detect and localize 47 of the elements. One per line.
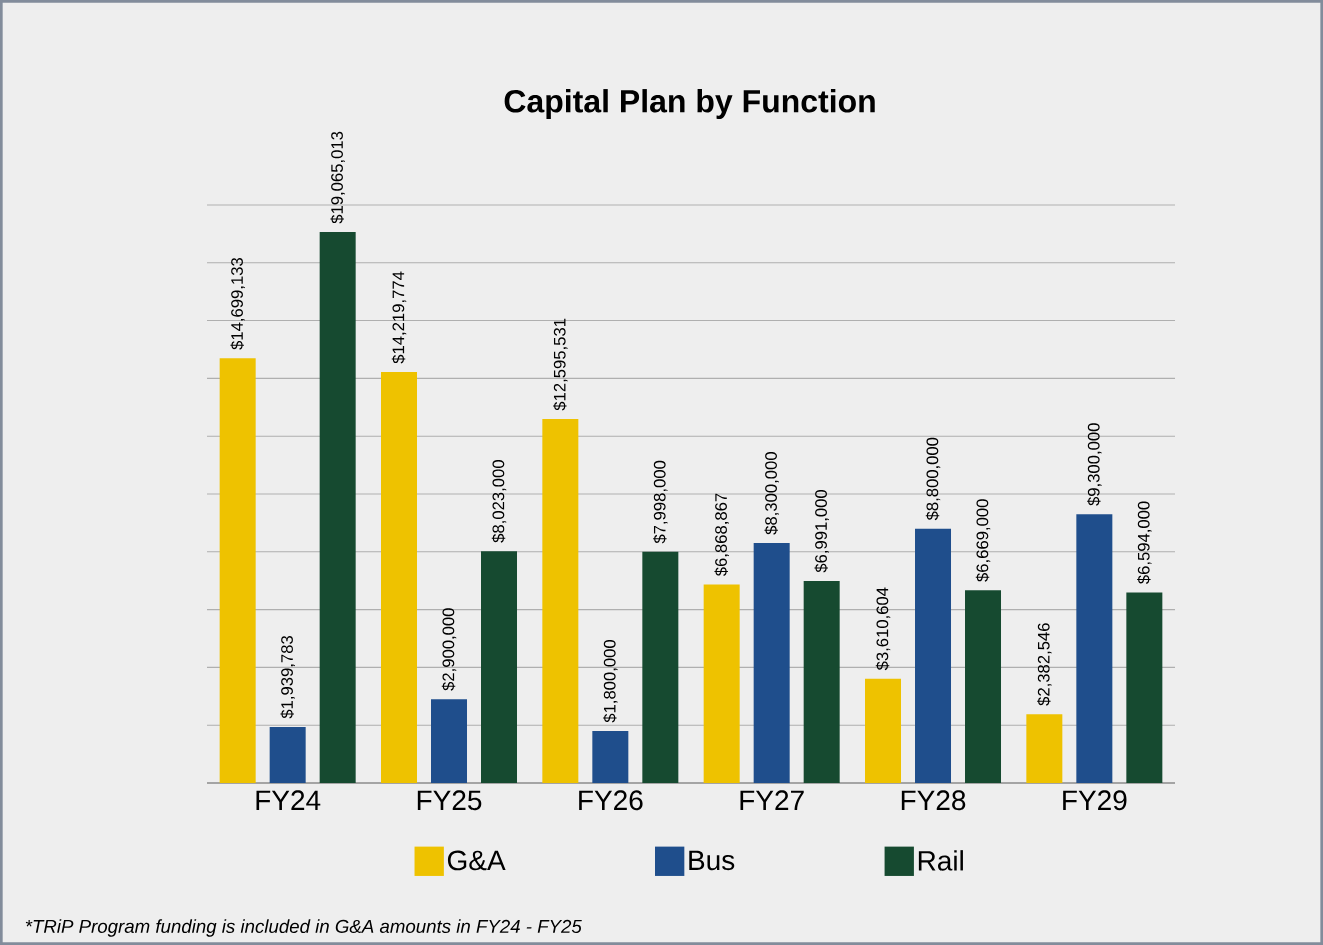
- data-label: $12,595,531: [553, 318, 568, 411]
- bar: [803, 580, 840, 783]
- data-label: $9,300,000: [1087, 423, 1102, 506]
- bar: [915, 528, 952, 783]
- data-label: $8,023,000: [491, 460, 507, 543]
- bar: [965, 590, 1002, 783]
- bar: [1026, 714, 1063, 783]
- bar: [1076, 514, 1113, 783]
- bar: [542, 418, 579, 783]
- data-label: $14,219,774: [391, 271, 407, 364]
- data-label: $6,669,000: [975, 499, 991, 582]
- bar: [219, 358, 256, 783]
- bar: [753, 543, 790, 783]
- data-label: $3,610,604: [875, 587, 891, 671]
- bar: [481, 551, 518, 783]
- x-tick-label: FY25: [417, 790, 482, 811]
- bar: [642, 551, 679, 783]
- bar: [319, 232, 356, 783]
- x-tick-label: FY28: [901, 790, 966, 811]
- data-label: $1,800,000: [603, 639, 618, 723]
- bar: [703, 584, 740, 783]
- data-label: $6,991,000: [814, 489, 829, 573]
- bar: [269, 726, 306, 783]
- data-label: $7,998,000: [653, 460, 668, 544]
- data-label: $2,900,000: [441, 608, 457, 691]
- data-label: $8,800,000: [925, 437, 941, 521]
- x-tick-label: FY27: [740, 790, 804, 810]
- bar: [381, 372, 418, 783]
- bar: [1126, 592, 1163, 783]
- data-label: $2,382,546: [1037, 623, 1052, 706]
- data-label: $14,699,133: [230, 257, 245, 350]
- x-tick-label: FY29: [1063, 790, 1127, 811]
- data-label: $1,939,783: [280, 636, 295, 719]
- data-label: $8,300,000: [764, 452, 779, 535]
- bar: [865, 678, 902, 783]
- data-label: $6,594,000: [1137, 501, 1152, 584]
- chart-title: Capital Plan by Function: [504, 89, 875, 119]
- legend-label: G&A: [447, 850, 506, 871]
- bar: [592, 730, 629, 783]
- text: *TRiP Program funding is included in G&A amounts in FY24 - FY25: [25, 919, 582, 937]
- data-label: $6,868,867: [714, 493, 729, 577]
- data-label: $19,065,013: [330, 131, 345, 224]
- legend-label: Rail: [918, 850, 963, 871]
- x-tick-label: FY26: [579, 790, 643, 811]
- x-tick-label: FY24: [256, 790, 321, 810]
- legend-label: Bus: [689, 850, 735, 871]
- bar: [431, 699, 468, 783]
